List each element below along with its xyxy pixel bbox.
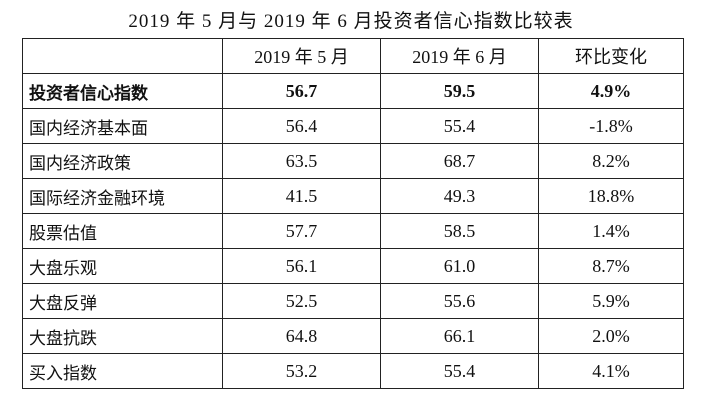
cell: 55.6: [380, 283, 539, 319]
table-row: 投资者信心指数 56.7 59.5 4.9%: [22, 73, 684, 109]
cell: 56.4: [222, 108, 381, 144]
row-label: 国际经济金融环境: [22, 178, 223, 214]
cell: 8.2%: [538, 143, 684, 179]
cell: 59.5: [380, 73, 539, 109]
table-row: 股票估值 57.7 58.5 1.4%: [22, 213, 684, 249]
cell: 1.4%: [538, 213, 684, 249]
cell: 2.0%: [538, 318, 684, 354]
row-label: 投资者信心指数: [22, 73, 223, 109]
header-row: 2019 年 5 月 2019 年 6 月环比变化: [22, 38, 684, 74]
cell: 18.8%: [538, 178, 684, 214]
row-label: 大盘乐观: [22, 248, 223, 284]
cell: 57.7: [222, 213, 381, 249]
cell: 66.1: [380, 318, 539, 354]
header-cell: 2019 年 5 月: [222, 38, 381, 74]
cell: 61.0: [380, 248, 539, 284]
header-cell: 环比变化: [538, 38, 684, 74]
cell: 52.5: [222, 283, 381, 319]
header-corner: [22, 38, 223, 74]
table-row: 国际经济金融环境 41.5 49.3 18.8%: [22, 178, 684, 214]
table-row: 国内经济政策 63.5 68.7 8.2%: [22, 143, 684, 179]
cell: 55.4: [380, 108, 539, 144]
cell: 58.5: [380, 213, 539, 249]
row-label: 国内经济基本面: [22, 108, 223, 144]
cell: 53.2: [222, 353, 381, 389]
cell: 56.7: [222, 73, 381, 109]
cell: 55.4: [380, 353, 539, 389]
cell: 63.5: [222, 143, 381, 179]
table-row: 大盘反弹 52.5 55.6 5.9%: [22, 283, 684, 319]
cell: 56.1: [222, 248, 381, 284]
row-label: 大盘抗跌: [22, 318, 223, 354]
cell: 49.3: [380, 178, 539, 214]
cell: 4.1%: [538, 353, 684, 389]
table-body: 投资者信心指数 56.7 59.5 4.9% 国内经济基本面 56.4 55.4 -1.8% 国…: [22, 73, 684, 389]
table-row: 国内经济基本面 56.4 55.4 -1.8%: [22, 108, 684, 144]
row-label: 买入指数: [22, 353, 223, 389]
row-label: 股票估值: [22, 213, 223, 249]
cell: 5.9%: [538, 283, 684, 319]
table-row: 大盘乐观 56.1 61.0 8.7%: [22, 248, 684, 284]
table-title: 2019 年 5 月与 2019 年 6 月投资者信心指数比较表: [128, 11, 574, 32]
row-label: 国内经济政策: [22, 143, 223, 179]
header-cell: 2019 年 6 月: [380, 38, 539, 74]
row-label: 大盘反弹: [22, 283, 223, 319]
comparison-table: 2019 年 5 月 2019 年 6 月环比变化 投资者信心指数 56.7 59.5…: [22, 38, 684, 389]
cell: 68.7: [380, 143, 539, 179]
cell: -1.8%: [538, 108, 684, 144]
cell: 64.8: [222, 318, 381, 354]
table-row: 买入指数 53.2 55.4 4.1%: [22, 353, 684, 389]
cell: 8.7%: [538, 248, 684, 284]
cell: 41.5: [222, 178, 381, 214]
table-row: 大盘抗跌 64.8 66.1 2.0%: [22, 318, 684, 354]
cell: 4.9%: [538, 73, 684, 109]
